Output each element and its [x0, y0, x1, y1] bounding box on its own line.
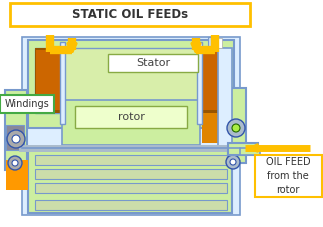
Bar: [6, 160, 28, 190]
Bar: [22, 37, 240, 215]
Bar: [0, 95, 54, 113]
Bar: [199, 48, 227, 113]
Circle shape: [232, 124, 240, 132]
Bar: [197, 42, 202, 124]
Circle shape: [7, 130, 25, 148]
Text: OIL FEED
from the
rotor: OIL FEED from the rotor: [266, 157, 310, 195]
Circle shape: [12, 160, 18, 166]
Bar: [35, 169, 227, 179]
Bar: [208, 37, 216, 49]
Text: rotor: rotor: [118, 112, 144, 122]
Bar: [10, 3, 250, 26]
Text: Windings: Windings: [5, 99, 49, 109]
Bar: [5, 90, 27, 170]
Circle shape: [8, 156, 22, 170]
Bar: [255, 155, 322, 197]
Bar: [35, 48, 227, 113]
Bar: [216, 38, 222, 48]
Circle shape: [230, 159, 236, 165]
Bar: [228, 88, 246, 163]
Bar: [35, 183, 227, 193]
Circle shape: [226, 155, 240, 169]
Text: STATIC OIL FEEDs: STATIC OIL FEEDs: [72, 8, 188, 21]
Bar: [35, 155, 227, 165]
Bar: [218, 48, 232, 148]
Circle shape: [227, 119, 245, 137]
Bar: [75, 106, 187, 128]
Bar: [108, 54, 198, 72]
Bar: [228, 143, 258, 155]
Bar: [62, 100, 200, 145]
Bar: [200, 50, 226, 110]
Bar: [28, 148, 232, 213]
Bar: [28, 40, 234, 128]
Bar: [202, 48, 232, 143]
Bar: [6, 125, 24, 150]
Text: Stator: Stator: [136, 58, 170, 68]
Bar: [60, 42, 65, 124]
Bar: [36, 50, 62, 110]
Bar: [35, 48, 63, 113]
Bar: [240, 148, 260, 155]
Bar: [202, 48, 232, 143]
Bar: [35, 200, 227, 210]
Circle shape: [12, 135, 20, 143]
